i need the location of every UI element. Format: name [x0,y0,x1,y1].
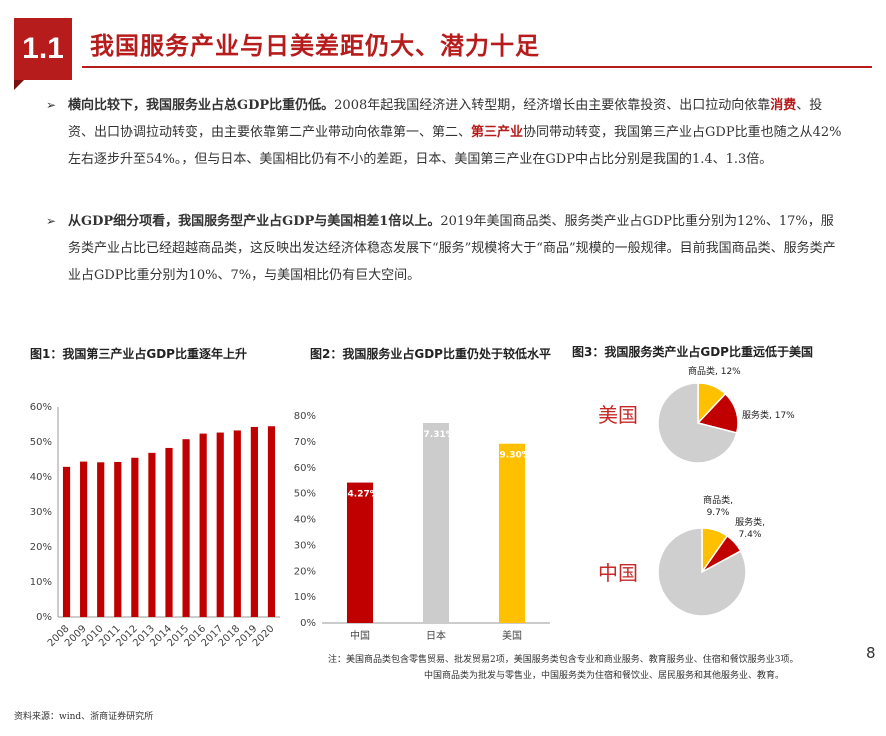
section-number-badge: 1.1 [14,18,72,90]
bullet-1-text: 2008年起我国经济进入转型期，经济增长由主要依靠投资、出口拉动向依靠 [334,98,771,113]
y-tick-label: 70% [294,437,316,448]
highlight-tertiary: 第三产业 [471,125,524,140]
bullet-1-lead: 横向比较下，我国服务业占总GDP比重仍低。 [68,98,335,113]
chart-pie-compare: 美国 商品类, 12% 服务类, 17% 中国 商品类, 9.7% 服务类, 7.4% [598,365,795,617]
y-tick-label: 30% [294,540,316,551]
pie-label-services: 服务类, [735,516,765,528]
x-tick-label: 美国 [502,629,522,642]
bullet-arrow-icon: ➢ [46,214,57,228]
bullet-paragraph-1: ➢ 横向比较下，我国服务业占总GDP比重仍低。2008年起我国经济进入转型期，经… [46,92,846,173]
y-tick-label: 10% [30,577,52,588]
y-tick-label: 20% [294,566,316,577]
y-tick-label: 80% [294,411,316,422]
us-pie-slice-1 [696,392,739,434]
pie-label-services: 服务类, 17% [742,409,795,421]
bar-2018 [233,430,241,617]
title-divider [82,66,872,68]
bullet-2-text: 2019年美国商品类、服务类产业占GDP比重分别为12%、17%，服务类产业占比… [68,214,836,283]
bullet-paragraph-2: ➢ 从GDP细分项看，我国服务型产业占GDP与美国相差1倍以上。2019年美国商… [46,208,846,289]
pie-label-services: 7.4% [739,530,762,540]
page-title: 我国服务产业与日美差距仍大、潜力十足 [90,32,540,60]
bar-日本 [423,422,449,623]
y-tick-label: 40% [30,472,52,483]
y-tick-label: 60% [294,463,316,474]
bar-2016 [199,433,207,617]
bar-2012 [131,457,139,617]
bar-2009 [80,461,88,617]
data-label: 54.27% [341,490,379,500]
country-label-cn: 中国 [598,561,638,585]
figure-1-title: 图1：我国第三产业占GDP比重逐年上升 [30,347,247,361]
y-tick-label: 40% [294,515,316,526]
x-tick-label: 日本 [426,629,446,642]
source-note: 资料来源：wind、浙商证券研究所 [14,712,154,722]
y-tick-label: 10% [294,592,316,603]
bullet-1-text: 、投资、出口协调拉动转变，由主要依靠第二产业带动向依靠第一、第二、 [68,98,823,140]
pie-label-goods: 商品类, 12% [688,365,741,377]
y-tick-label: 20% [30,542,52,553]
bullet-arrow-icon: ➢ [46,98,57,112]
us-pie-slice-2 [657,382,738,464]
y-tick-label: 0% [300,618,316,629]
chart-note: 注：美国商品类包含零售贸易、批发贸易2项，美国服务类包含专业和商业服务、教育服务… [328,652,848,684]
pie-label-goods: 9.7% [707,508,730,518]
bullet-2-lead: 从GDP细分项看，我国服务型产业占GDP与美国相差1倍以上。 [68,214,441,229]
bar-2020 [267,426,276,617]
pie-label-goods: 商品类, [703,494,733,506]
y-tick-label: 50% [294,489,316,500]
note-line-1: 注：美国商品类包含零售贸易、批发贸易2项，美国服务类包含专业和商业服务、教育服务… [328,655,799,665]
y-tick-label: 0% [36,612,52,623]
cn-pie-slice-2 [657,527,747,617]
bar-2014 [165,447,173,617]
highlight-consumption: 消费 [770,98,797,113]
data-label: 77.31% [417,430,455,440]
y-tick-label: 50% [30,437,52,448]
country-label-us: 美国 [598,403,638,427]
bar-2015 [182,439,190,617]
bar-2011 [114,461,122,617]
page-number: 8 [866,644,876,662]
data-label: 69.30% [493,451,531,461]
bar-2017 [216,432,224,617]
bar-中国 [347,482,373,623]
y-tick-label: 60% [30,402,52,413]
figure-3-title: 图3：我国服务类产业占GDP比重远低于美国 [572,345,813,359]
bar-2008 [62,466,71,617]
figure-2-title: 图2：我国服务业占GDP比重仍处于较低水平 [310,347,551,361]
bar-美国 [499,443,525,623]
bar-2010 [97,462,105,617]
x-tick-label: 中国 [350,629,370,642]
bar-2013 [148,452,156,617]
note-line-2: 中国商品类为批发与零售业，中国服务类为住宿和餐饮业、居民服务和其他服务业、教育。 [424,671,785,681]
bar-2019 [250,426,258,617]
chart-tertiary-share: 0%10%20%30%40%50%60%20082009201020112012… [30,402,280,649]
y-tick-label: 30% [30,507,52,518]
bullet-1-text: 协同带动转变，我国第三产业占GDP比重也随之从42%左右逐步升至54%。，但与日… [68,125,842,167]
chart-service-share: 0% 10% 20% 30% 40% 50% 60% 70% 80% 54.27% 中国 77.31%… [294,411,550,642]
